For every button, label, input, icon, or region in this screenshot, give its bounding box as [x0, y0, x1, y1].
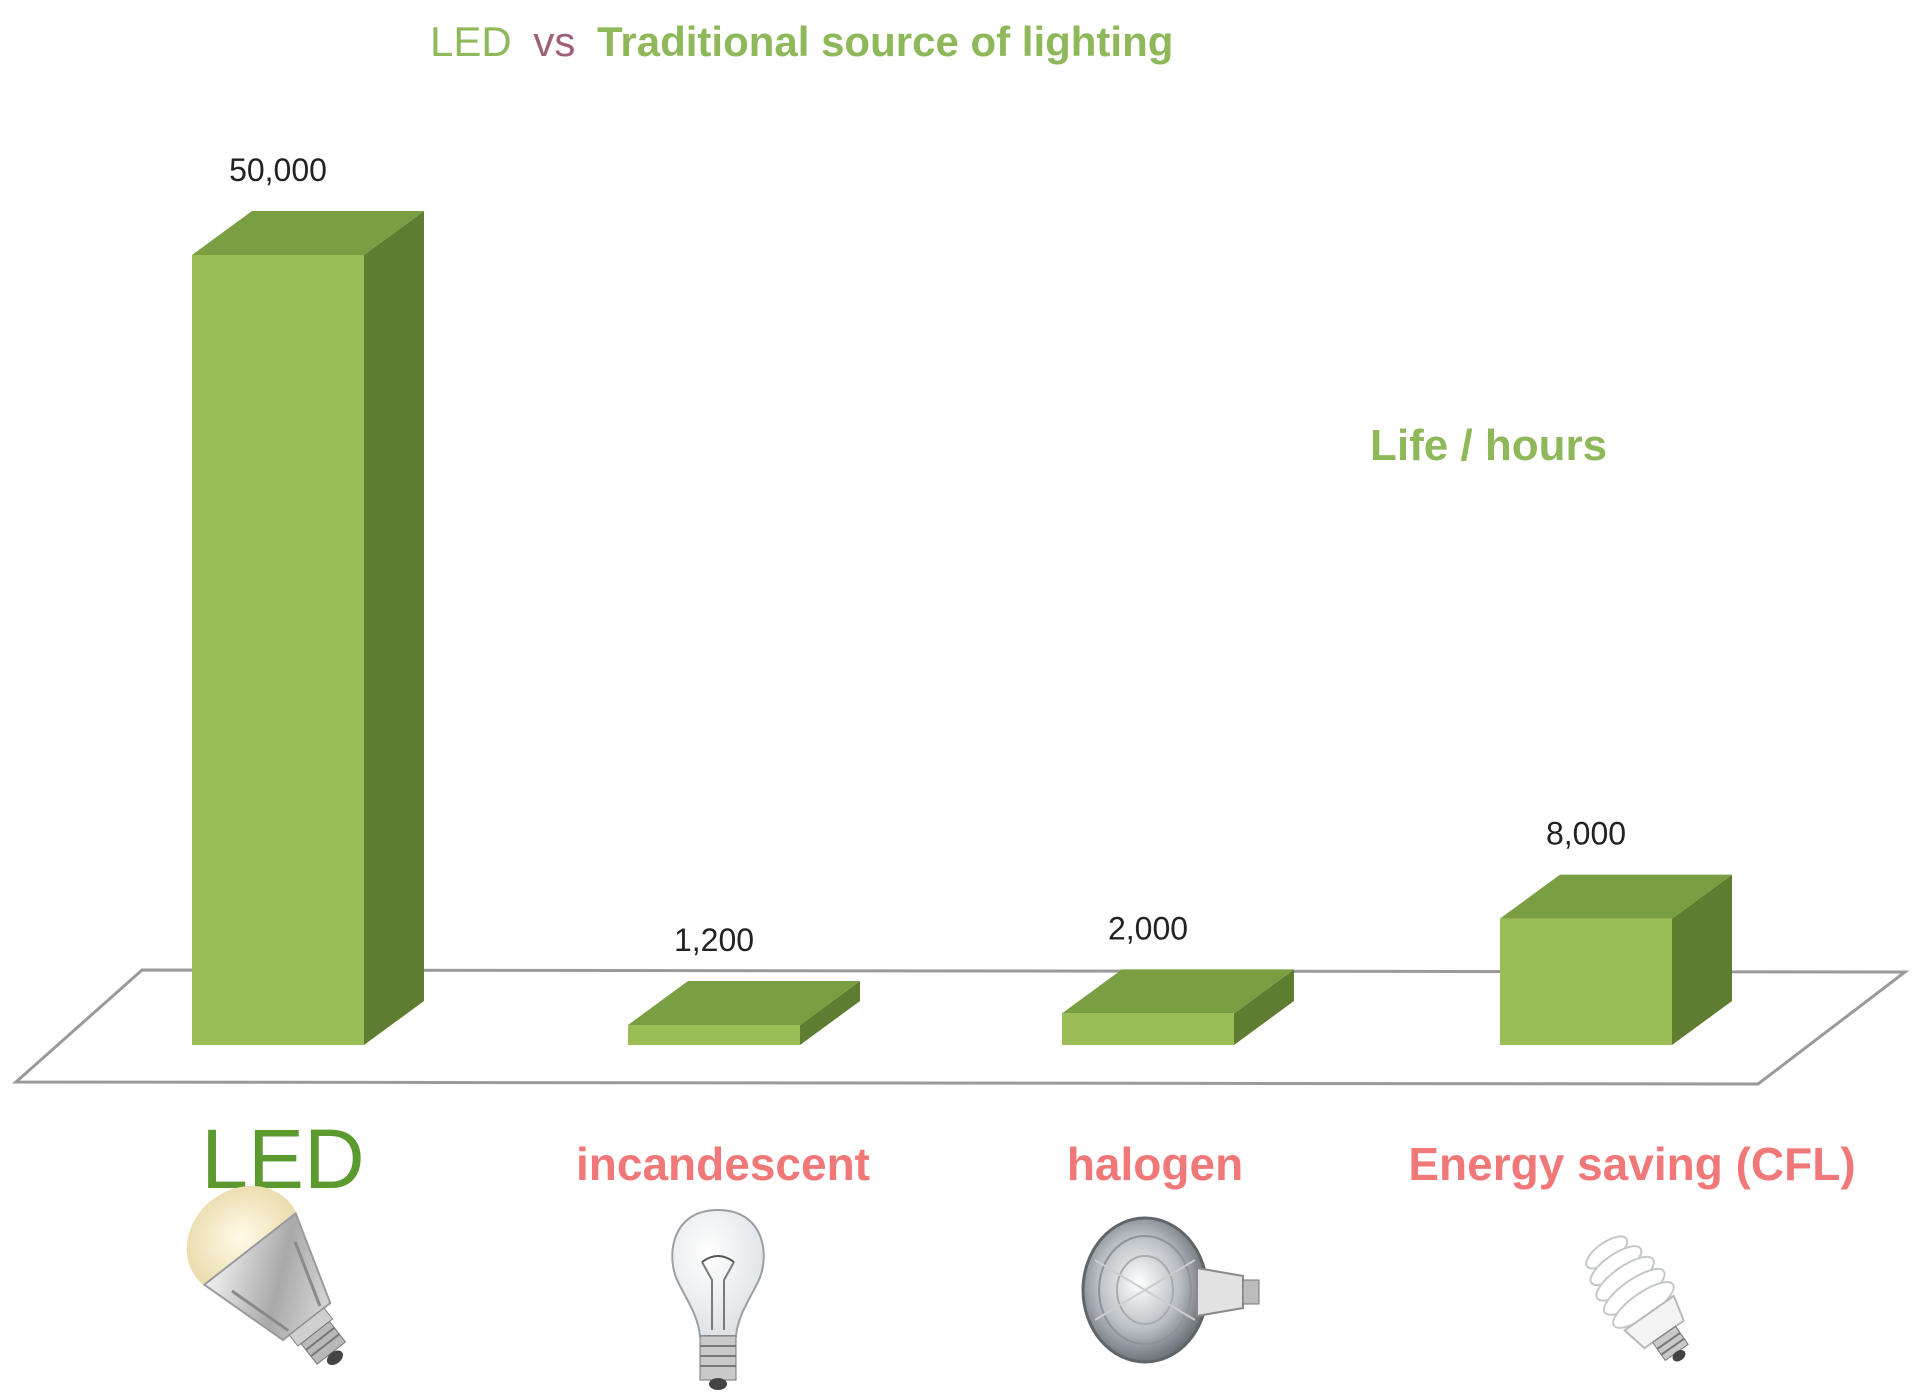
bar-3	[1062, 969, 1294, 1045]
category-label-2: incandescent	[576, 1138, 870, 1190]
bar-top-face	[192, 211, 424, 255]
chart-title: LED vs Traditional source of lighting	[430, 18, 1173, 65]
incandescent-bulb-icon	[671, 1208, 765, 1390]
led-bulb-icon	[186, 1185, 347, 1366]
category-label-1: LED	[201, 1112, 364, 1206]
title-led-part: LED	[430, 18, 512, 65]
value-label-3: 2,000	[1108, 910, 1188, 946]
value-label-1: 50,000	[229, 152, 327, 188]
bar-4	[1500, 874, 1732, 1045]
bar-side-face	[1672, 874, 1732, 1045]
value-label-4: 8,000	[1546, 816, 1626, 852]
bar-front-face	[1500, 918, 1672, 1045]
halogen-bulb-icon	[1081, 1216, 1260, 1364]
bar-front-face	[1062, 1013, 1234, 1045]
cfl-bulb-icon	[1585, 1235, 1689, 1362]
title-vs-part: vs	[533, 18, 575, 65]
bars-group	[192, 211, 1732, 1045]
bar-top-face	[1500, 874, 1732, 919]
bar-2	[628, 981, 860, 1045]
chart-floor	[12, 968, 1910, 1086]
category-label-4: Energy saving (CFL)	[1408, 1138, 1855, 1190]
bar-front-face	[192, 255, 364, 1045]
bar-top-face	[628, 981, 860, 1025]
bar-side-face	[1234, 969, 1294, 1045]
unit-label: Life / hours	[1370, 421, 1607, 470]
category-label-3: halogen	[1067, 1138, 1243, 1190]
value-label-2: 1,200	[674, 922, 754, 958]
title-rest-part: Traditional source of lighting	[597, 18, 1173, 65]
bar-front-face	[628, 1025, 800, 1045]
bar-1	[192, 211, 424, 1045]
bar-side-face	[800, 981, 860, 1045]
bar-top-face	[1062, 969, 1294, 1014]
value-labels-group: 50,000 1,200 2,000 8,000	[229, 152, 1626, 958]
bar-side-face	[364, 211, 424, 1045]
category-labels-group: LED incandescent halogen Energy saving (CFL…	[201, 1112, 1855, 1206]
